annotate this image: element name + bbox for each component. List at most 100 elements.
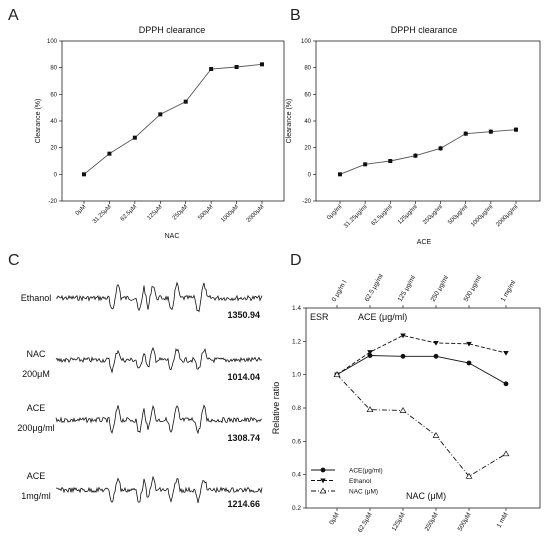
- chart-b-ytick-label: -20: [302, 199, 311, 205]
- chart-a-ytick-label: 0: [54, 172, 58, 178]
- chart-a-xtick-label: 0μM: [75, 204, 88, 217]
- chart-b: DPPH clearance ACE Clearance (%) -20 0 20 4…: [286, 25, 541, 246]
- chart-a-xtick-label: 500μM: [197, 204, 214, 221]
- chart-d-ytick-label: 0.2: [292, 505, 301, 512]
- chart-d-data-point: [433, 353, 439, 359]
- legend-marker: [320, 478, 326, 484]
- esr-spectra: Ethanol 1350.94 NAC 200μM 1014.04 ACE 200μg/ml…: [17, 281, 263, 509]
- chart-a-ytick-label: 100: [47, 39, 58, 45]
- chart-d-top-axis-label: ACE (μg/ml): [358, 312, 407, 322]
- chart-a-data-point: [82, 172, 86, 177]
- chart-d-data-point: [433, 341, 439, 346]
- chart-d-top-tick-label: 1 mg/ml: [500, 279, 518, 303]
- chart-d-ytick-label: 0.8: [292, 405, 301, 412]
- chart-d-bottom-tick-label: 250μM: [424, 512, 440, 533]
- spectrum-label: 200μg/ml: [17, 423, 54, 433]
- chart-b-xtick-label: 1000μg/ml: [470, 204, 494, 228]
- chart-a-xtick-label: 31.25μM: [92, 204, 113, 225]
- chart-b-series-line: [339, 129, 517, 175]
- legend-label: NAC (μM): [349, 489, 378, 496]
- chart-a-data-point: [107, 151, 112, 156]
- chart-a-ytick-label: -20: [48, 199, 57, 205]
- chart-d-data-point: [366, 406, 374, 413]
- chart-d-series-line: [336, 335, 507, 376]
- chart-a-data-point: [260, 62, 264, 67]
- chart-b-xtick-label: 31.25μg/ml: [343, 204, 368, 229]
- chart-a-series-line: [83, 63, 263, 175]
- chart-a: DPPH clearance NAC Clearance (%) -20 0 20 4…: [35, 25, 285, 240]
- chart-d-data-point: [466, 360, 472, 366]
- chart-d-series-line: [336, 355, 507, 385]
- chart-d-ytick-label: 0.4: [292, 472, 301, 479]
- chart-b-xtick-label: 0μg/ml: [326, 204, 343, 221]
- chart-b-data-point: [438, 146, 443, 151]
- spectrum-trace: [55, 346, 263, 374]
- chart-b-xtick-label: 125μg/ml: [397, 204, 419, 226]
- panel-letter-a: A: [8, 7, 19, 24]
- chart-d-data-point: [465, 472, 473, 479]
- legend-label: Ethanol: [349, 478, 372, 485]
- chart-a-data-point: [209, 67, 214, 71]
- chart-b-ytick-label: 20: [304, 146, 311, 152]
- chart-b-data-point: [463, 131, 468, 136]
- chart-d-ytick-label: 1.2: [292, 338, 301, 345]
- chart-d-top-tick-label: 500 μg/ml: [463, 274, 484, 303]
- chart-d-bottom-axis-label: NAC (μM): [406, 491, 446, 501]
- chart-a-data-point: [132, 135, 137, 140]
- chart-b-ytick-label: 80: [304, 66, 311, 72]
- chart-d-plot-frame: [305, 307, 541, 509]
- chart-b-ylabel: Clearance (%): [286, 99, 293, 144]
- chart-d-data-point: [399, 407, 407, 413]
- chart-d-data-point: [333, 371, 341, 378]
- chart-b-xtick-label: 250μg/ml: [422, 204, 444, 226]
- chart-b-ytick-label: 60: [304, 92, 311, 98]
- spectrum-intensity-value: 1214.66: [227, 499, 260, 509]
- chart-a-xtick-label: 125μM: [146, 204, 163, 221]
- chart-d-data-point: [503, 381, 509, 387]
- chart-a-data-point: [234, 65, 239, 69]
- chart-a-ytick-label: 20: [50, 146, 57, 152]
- chart-d-bottom-tick-label: 62.5μM: [357, 512, 374, 534]
- chart-a-plot-frame: [61, 40, 285, 202]
- spectrum-label: 1mg/ml: [21, 491, 51, 501]
- chart-d-data-point: [367, 350, 373, 355]
- panel-letter-d: D: [290, 252, 302, 269]
- chart-b-data-point: [363, 162, 368, 167]
- chart-d: ESR ACE (μg/ml) NAC (μM) Relative ratio …: [271, 273, 541, 534]
- chart-d-data-point: [400, 353, 406, 359]
- chart-d-top-tick-label: 62.5 μg/ml: [364, 273, 386, 303]
- chart-b-ytick-label: 0: [308, 172, 312, 178]
- chart-b-data-point: [514, 127, 518, 132]
- chart-a-ytick-label: 60: [50, 92, 57, 98]
- legend-label: ACE(μg/ml): [349, 468, 383, 475]
- spectrum-trace: [55, 404, 263, 435]
- chart-d-data-point: [367, 353, 373, 358]
- spectrum-label: NAC: [26, 349, 46, 359]
- chart-a-title: DPPH clearance: [139, 25, 206, 35]
- chart-d-legend: ACE(μg/ml) Ethanol NAC (μM): [311, 468, 383, 496]
- chart-d-top-tick-label: 0 μg/m l: [331, 279, 349, 303]
- chart-b-data-point: [413, 153, 418, 158]
- chart-b-xtick-label: 2000μg/ml: [495, 204, 519, 228]
- spectrum-label: 200μM: [22, 369, 50, 379]
- spectrum-intensity-value: 1308.74: [227, 433, 260, 443]
- chart-a-xtick-label: 250μM: [172, 204, 189, 221]
- panel-letter-b: B: [290, 7, 301, 24]
- chart-a-ytick-label: 80: [50, 66, 57, 72]
- chart-b-xlabel: ACE: [417, 239, 432, 246]
- chart-d-ylabel: Relative ratio: [271, 382, 281, 435]
- spectrum-label: ACE: [27, 471, 46, 481]
- chart-d-data-point: [503, 351, 509, 356]
- chart-b-plot-frame: [315, 40, 541, 202]
- chart-b-ytick-label: 100: [301, 39, 312, 45]
- chart-d-bottom-tick-label: 0μM: [328, 512, 340, 527]
- chart-d-inner-label: ESR: [310, 312, 329, 322]
- chart-a-xtick-label: 2000μM: [246, 204, 266, 224]
- chart-d-ytick-label: 1.0: [292, 372, 301, 379]
- chart-a-data-point: [183, 99, 188, 104]
- chart-a-xtick-label: 1000μM: [220, 204, 240, 224]
- spectrum-label: ACE: [27, 403, 46, 413]
- chart-b-data-point: [488, 129, 493, 134]
- chart-d-ytick-label: 1.4: [292, 305, 301, 312]
